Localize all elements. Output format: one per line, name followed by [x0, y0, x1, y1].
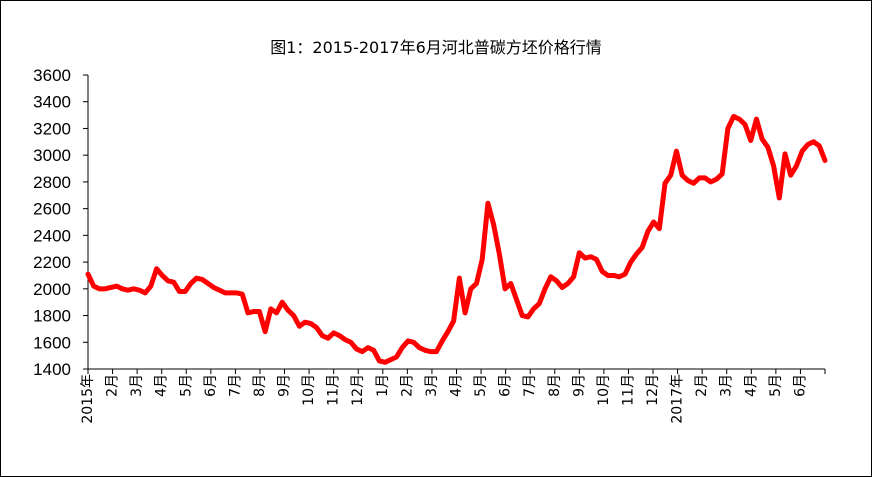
x-tick-label: 1月 — [375, 374, 391, 397]
x-tick-label: 2017年 — [670, 374, 686, 424]
x-tick-label: 6月 — [203, 374, 219, 397]
y-tick-label: 2200 — [33, 253, 71, 272]
y-tick-label: 2000 — [33, 280, 71, 299]
x-tick-label: 6月 — [498, 374, 514, 397]
x-tick-label: 7月 — [227, 374, 243, 397]
x-tick-label: 11月 — [620, 374, 636, 406]
chart-title: 图1：2015-2017年6月河北普碳方坯价格行情 — [270, 38, 602, 57]
x-tick-label: 10月 — [301, 374, 317, 406]
x-tick-label: 9月 — [277, 374, 293, 397]
x-tick-label: 2月 — [694, 374, 710, 397]
x-tick-label: 2015年 — [80, 374, 96, 424]
x-tick-label: 5月 — [178, 374, 194, 397]
x-tick-label: 4月 — [449, 374, 465, 397]
y-tick-label: 2800 — [33, 173, 71, 192]
x-tick-label: 3月 — [129, 374, 145, 397]
x-tick-label: 5月 — [473, 374, 489, 397]
x-tick-label: 8月 — [252, 374, 268, 397]
x-tick-label: 5月 — [768, 374, 784, 397]
x-tick-label: 3月 — [719, 374, 735, 397]
x-tick-label: 12月 — [645, 374, 661, 406]
y-tick-label: 3200 — [33, 119, 71, 138]
x-tick-label: 6月 — [792, 374, 808, 397]
y-tick-label: 3400 — [33, 93, 71, 112]
y-tick-label: 2600 — [33, 200, 71, 219]
y-tick-label: 3000 — [33, 146, 71, 165]
x-tick-label: 8月 — [547, 374, 563, 397]
y-tick-label: 3600 — [33, 66, 71, 85]
x-tick-label: 12月 — [350, 374, 366, 406]
x-tick-label: 2月 — [105, 374, 121, 397]
y-tick-label: 1600 — [33, 333, 71, 352]
x-tick-label: 7月 — [522, 374, 538, 397]
x-tick-label: 3月 — [424, 374, 440, 397]
x-tick-label: 2月 — [399, 374, 415, 397]
x-tick-label: 11月 — [326, 374, 342, 406]
x-tick-label: 9月 — [571, 374, 587, 397]
y-tick-label: 1800 — [33, 307, 71, 326]
series-line-price — [85, 113, 828, 365]
x-tick-label: 10月 — [596, 374, 612, 406]
x-tick-label: 4月 — [743, 374, 759, 397]
y-tick-label: 1400 — [33, 360, 71, 379]
y-tick-label: 2400 — [33, 226, 71, 245]
x-tick-label: 4月 — [154, 374, 170, 397]
